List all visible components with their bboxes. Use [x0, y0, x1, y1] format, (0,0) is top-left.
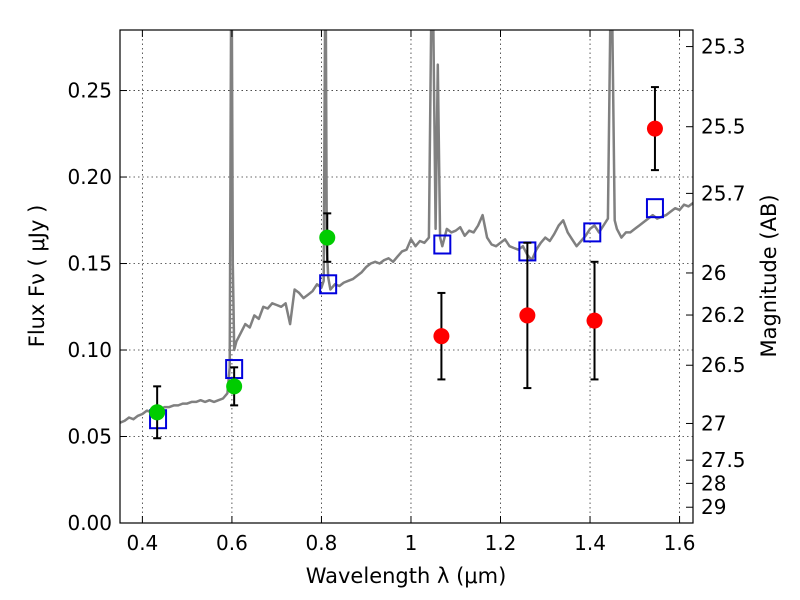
- y-tick-label: 0.15: [67, 252, 112, 276]
- y2-tick-label: 27.5: [701, 448, 746, 472]
- y2-tick-label: 26.5: [701, 353, 746, 377]
- y2-tick-label: 28: [701, 471, 726, 495]
- y-tick-label: 0.00: [67, 511, 112, 535]
- y2-axis-label: Magnitude (AB): [757, 194, 781, 357]
- y2-tick-label: 25.3: [701, 35, 746, 59]
- x-tick-label: 1.6: [664, 531, 696, 555]
- x-tick-label: 1.2: [485, 531, 517, 555]
- observed-flux-point: [433, 328, 450, 345]
- y2-tick-label: 29: [701, 495, 726, 519]
- plot-area: [120, 30, 693, 440]
- model-photometry-box: [319, 274, 338, 295]
- model-spectrum-line: [120, 30, 693, 424]
- y2-tick-label: 25.7: [701, 181, 746, 205]
- y-tick-label: 0.10: [67, 338, 112, 362]
- marker-layer: [149, 86, 664, 440]
- y-tick-label: 0.05: [67, 425, 112, 449]
- ticks: 0.4 0.6 0.8 1 1.2 1.4 1.6 0.00 0.05 0.10 0.15 0.20 0…: [67, 30, 746, 555]
- y2-tick-label: 26.2: [701, 303, 746, 327]
- y-axis-label: Flux Fν ( μJy ): [25, 205, 49, 348]
- x-tick-label: 0.4: [126, 531, 158, 555]
- x-tick-label: 0.8: [306, 531, 338, 555]
- observed-flux-point: [226, 378, 243, 395]
- y2-tick-label: 27: [701, 411, 726, 435]
- observed-flux-point: [646, 120, 663, 137]
- grid: [120, 30, 693, 524]
- x-tick-label: 1: [405, 531, 418, 555]
- series-layer: [120, 30, 693, 424]
- y-tick-label: 0.25: [67, 79, 112, 103]
- observed-flux-point: [319, 229, 336, 246]
- x-tick-label: 0.6: [216, 531, 248, 555]
- model-photometry-box: [583, 222, 602, 243]
- observed-flux-point: [519, 307, 536, 324]
- y-tick-label: 0.20: [67, 165, 112, 189]
- observed-flux-point: [586, 312, 603, 329]
- model-photometry-box: [433, 234, 452, 255]
- model-photometry-box: [645, 198, 664, 219]
- x-axis-label: Wavelength λ (μm): [306, 564, 507, 588]
- y2-tick-label: 26: [701, 261, 726, 285]
- x-tick-label: 1.4: [574, 531, 606, 555]
- observed-flux-point: [149, 404, 166, 421]
- plot-frame: [119, 29, 694, 524]
- y2-tick-label: 25.5: [701, 115, 746, 139]
